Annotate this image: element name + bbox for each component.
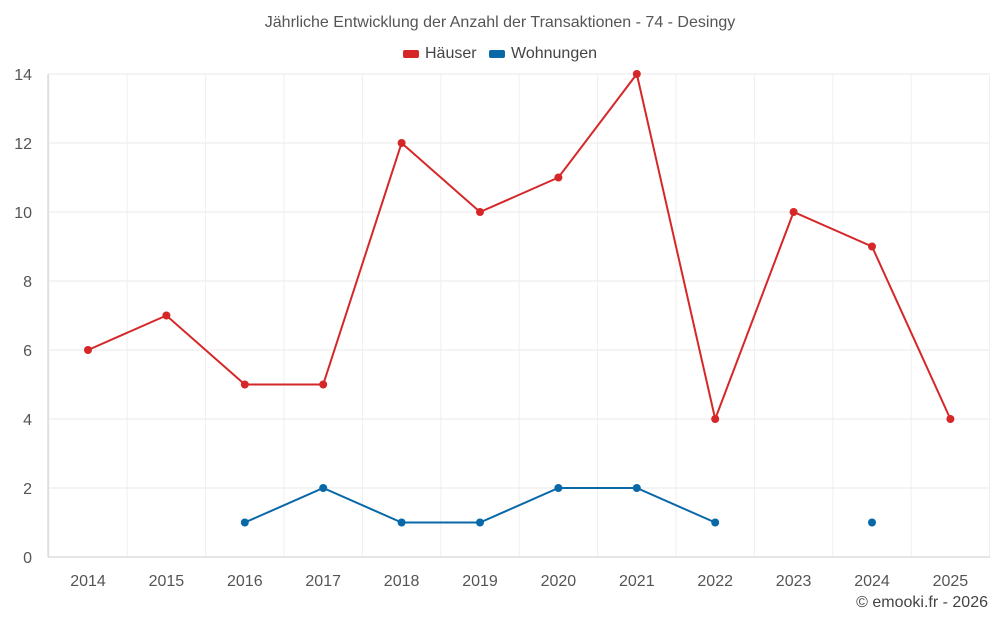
data-point (554, 484, 563, 492)
data-point (946, 415, 955, 423)
legend-label-wohnungen: Wohnungen (511, 45, 598, 62)
y-tick-label: 12 (14, 136, 32, 153)
x-tick-label: 2017 (305, 573, 341, 590)
data-point (319, 484, 328, 492)
legend-label-haeuser: Häuser (424, 45, 477, 62)
data-point (789, 208, 798, 216)
x-tick-label: 2019 (462, 573, 498, 590)
y-tick-label: 8 (23, 274, 32, 291)
series-line (87, 71, 952, 423)
data-point (868, 518, 876, 527)
data-point (711, 518, 720, 527)
legend-item-haeuser[interactable]: Häuser (402, 45, 477, 63)
x-tick-label: 2024 (854, 573, 890, 590)
legend-item-wohnungen[interactable]: Wohnungen (489, 45, 597, 63)
data-point (711, 415, 720, 423)
x-tick-label: 2020 (541, 573, 577, 590)
data-point (868, 242, 876, 251)
x-tick-label: 2014 (70, 573, 106, 590)
y-tick-label: 6 (23, 343, 32, 360)
x-tick-label: 2021 (619, 573, 655, 590)
data-point (162, 311, 171, 320)
chart-title: Jährliche Entwicklung der Anzahl der Tra… (264, 14, 736, 31)
x-tick-label: 2016 (227, 573, 263, 590)
credit-text: © emooki.fr - 2026 (856, 594, 988, 611)
data-point (397, 139, 406, 147)
y-tick-label: 4 (23, 412, 32, 429)
data-point (554, 173, 563, 182)
x-tick-label: 2022 (697, 573, 733, 590)
x-tick-label: 2025 (933, 573, 969, 590)
x-tick-label: 2015 (149, 573, 185, 590)
y-tick-label: 10 (14, 205, 32, 222)
data-point (632, 70, 641, 78)
data-point (476, 518, 484, 527)
series-line (244, 486, 716, 524)
data-point (319, 380, 328, 389)
y-tick-label: 0 (23, 550, 32, 567)
grid (48, 73, 991, 557)
series-0 (84, 70, 955, 423)
legend: Häuser Wohnungen (0, 45, 1000, 63)
y-tick-label: 2 (23, 481, 32, 498)
data-point (240, 380, 249, 389)
data-point (240, 518, 249, 527)
x-tick-label: 2018 (384, 573, 420, 590)
data-point (476, 208, 484, 216)
data-point (397, 518, 406, 527)
series-1 (240, 484, 876, 527)
data-point (84, 346, 92, 354)
y-tick-label: 14 (14, 67, 32, 84)
data-point (632, 484, 641, 492)
legend-swatch-haeuser (402, 50, 419, 58)
legend-swatch-wohnungen (489, 50, 506, 58)
x-tick-label: 2023 (776, 573, 812, 590)
